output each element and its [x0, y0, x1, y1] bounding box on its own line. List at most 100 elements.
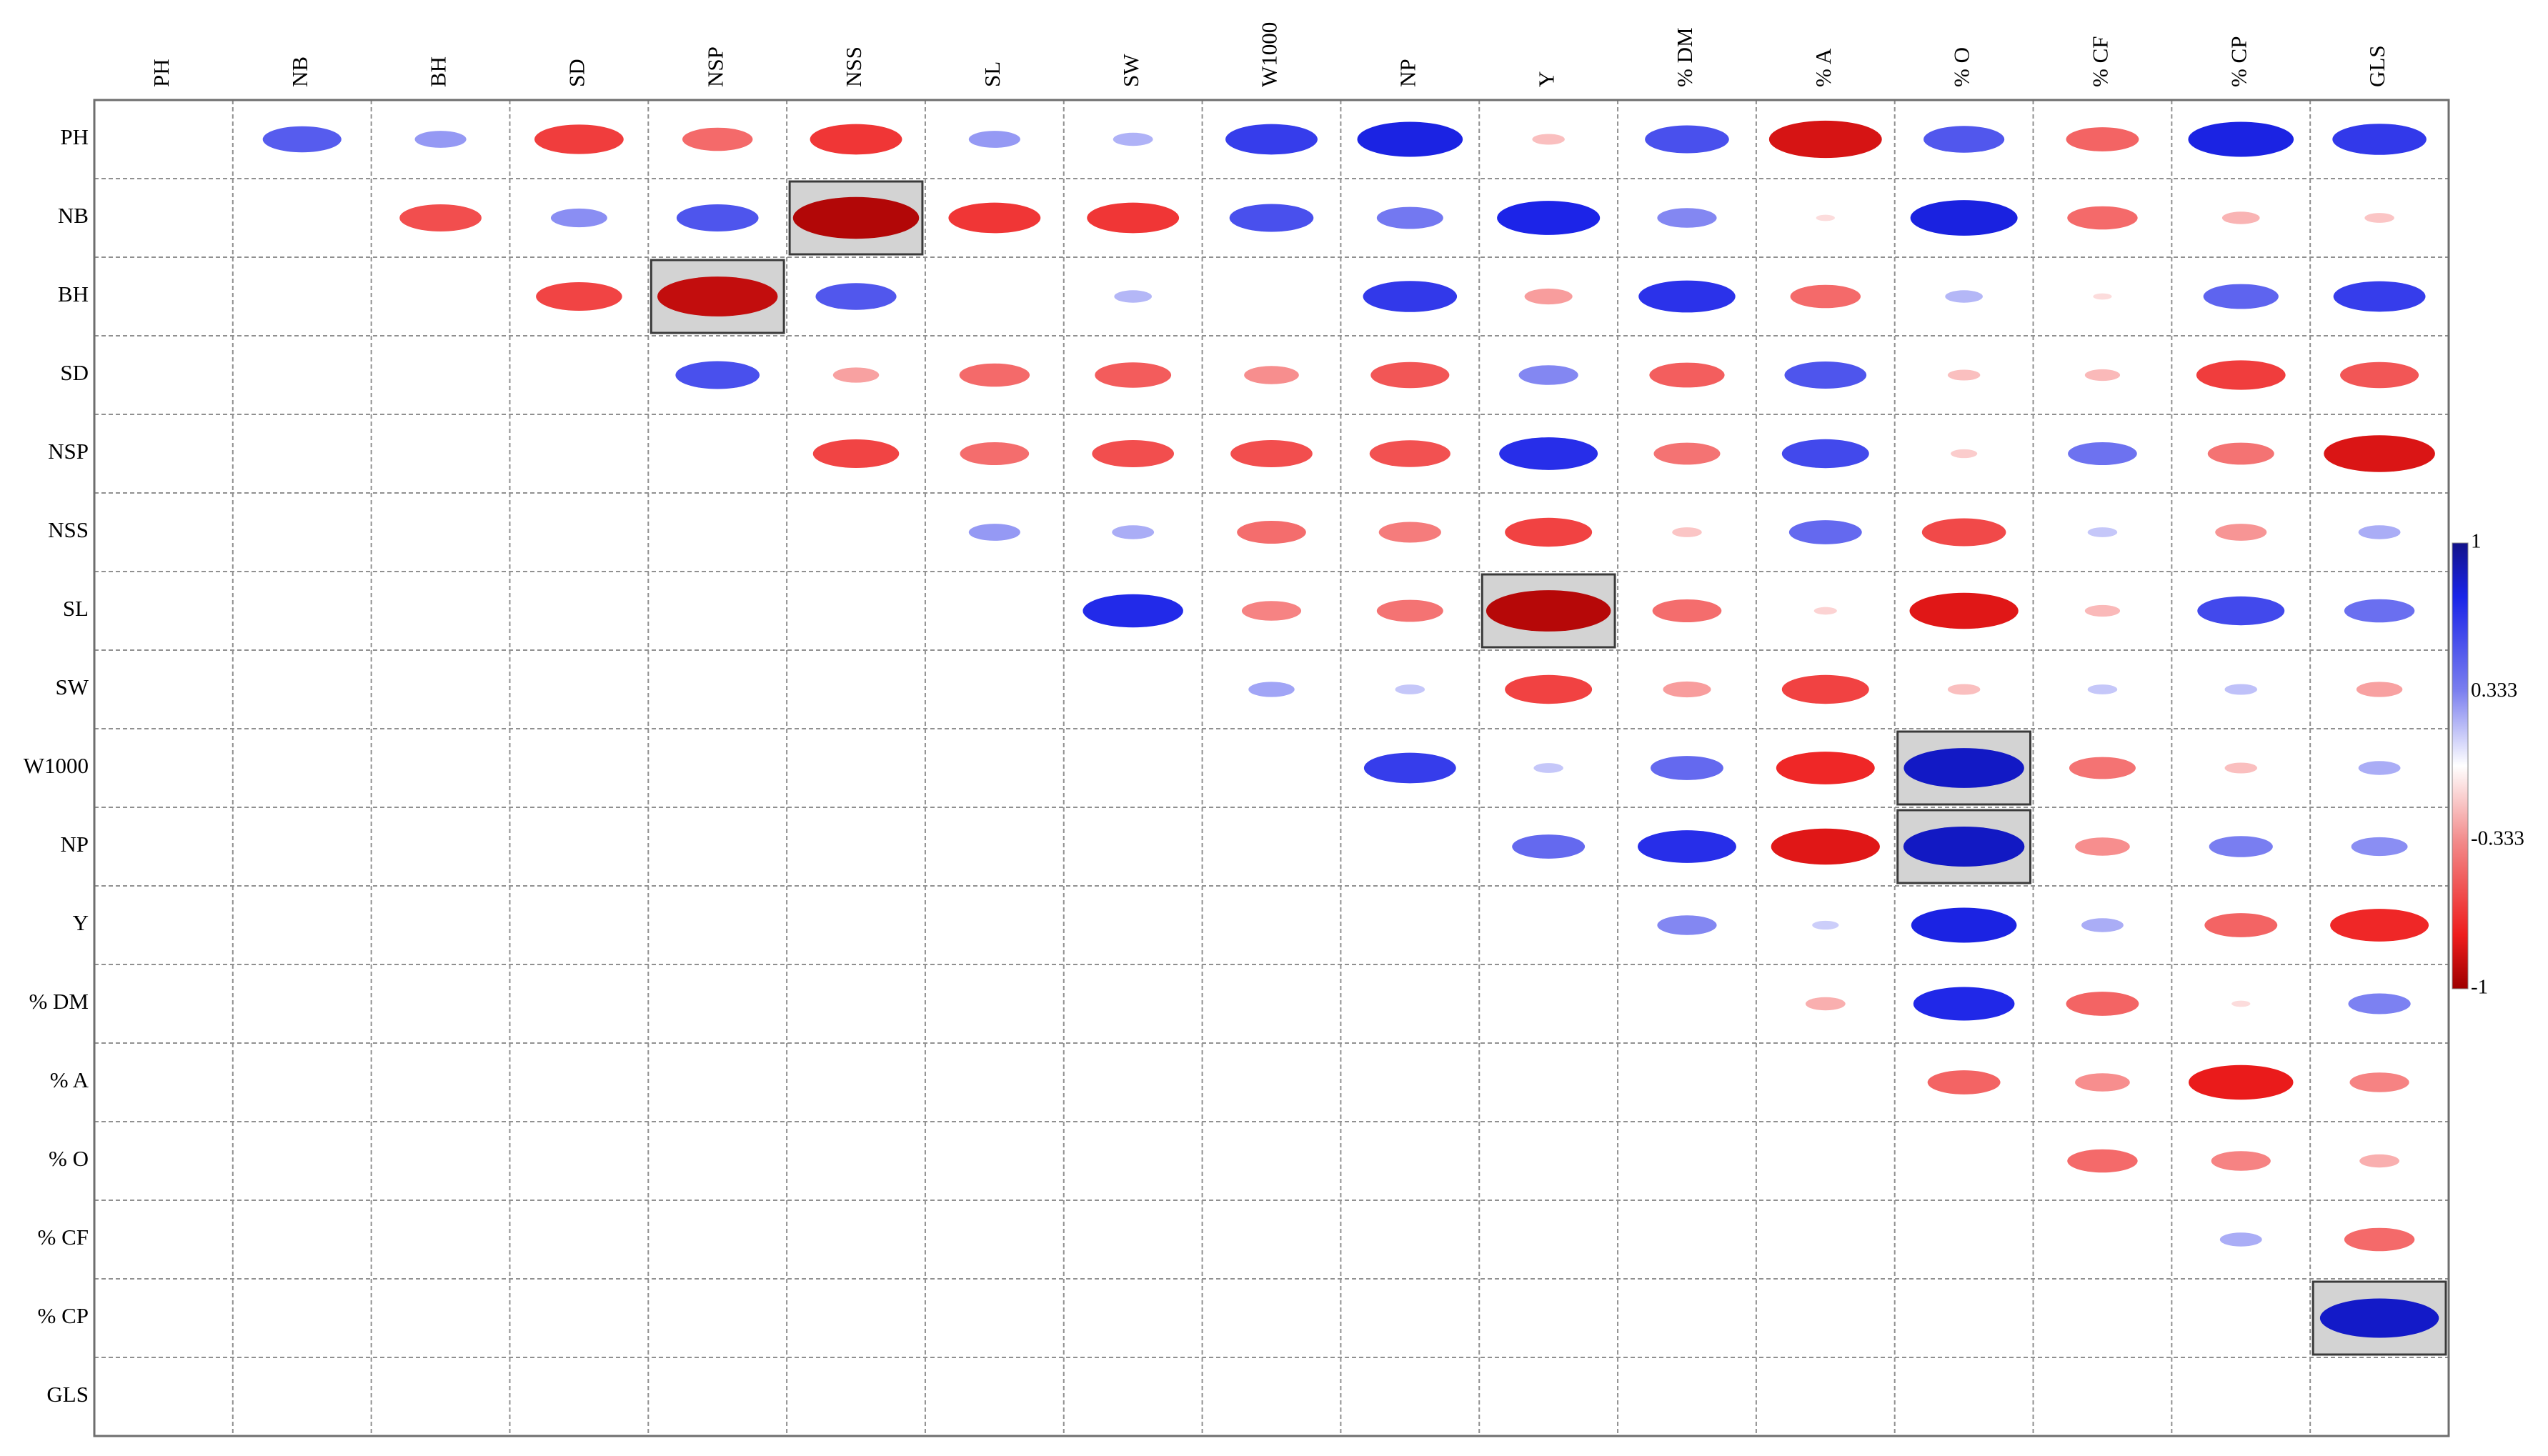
- corr-ellipse-sd-pcta: [1784, 361, 1867, 389]
- corr-ellipse-nb-sd: [550, 208, 607, 228]
- column-label-y: Y: [1533, 71, 1558, 87]
- corr-ellipse-sl-pcta: [1813, 607, 1837, 615]
- corr-ellipse-nsp-gls: [2324, 435, 2435, 472]
- row-label-sd: SD: [60, 360, 89, 385]
- row-label-nb: NB: [58, 203, 89, 228]
- colorbar-tick-label: 1: [2471, 530, 2482, 553]
- corr-ellipse-ph-nsp: [682, 127, 753, 151]
- row-label-ph: PH: [60, 124, 89, 149]
- column-label-pcto: % O: [1949, 47, 1974, 87]
- corr-ellipse-nb-pctdm: [1657, 208, 1717, 228]
- corr-ellipse-nss-np: [1378, 522, 1441, 543]
- corr-ellipse-bh-pcto: [1945, 290, 1983, 303]
- corr-ellipse-ph-w1000: [1225, 124, 1318, 155]
- corr-ellipse-pctcf-pctcp: [2219, 1232, 2262, 1247]
- corr-ellipse-nss-sl: [968, 524, 1020, 541]
- corr-ellipse-w1000-pctdm: [1651, 756, 1723, 780]
- row-label-nss: NSS: [48, 517, 89, 542]
- corr-ellipse-pctdm-pcto: [1913, 987, 2015, 1021]
- corr-ellipse-ph-sw: [1113, 132, 1153, 146]
- corr-ellipse-sd-pctcf: [2084, 369, 2121, 382]
- corr-ellipse-nss-pcta: [1788, 520, 1862, 544]
- corr-ellipse-w1000-y: [1533, 763, 1563, 773]
- corr-ellipse-pcta-pctcf: [2075, 1073, 2130, 1092]
- corr-ellipse-sw-sl: [1083, 594, 1183, 628]
- column-label-nb: NB: [287, 56, 312, 87]
- corr-ellipse-w1000-pcto: [1903, 748, 2024, 788]
- corr-ellipse-ph-gls: [2332, 124, 2427, 155]
- corr-ellipse-bh-nss: [815, 283, 897, 310]
- corr-ellipse-sw-pcta: [1781, 674, 1869, 704]
- row-label-sw: SW: [56, 674, 89, 699]
- corr-ellipse-np-pctcf: [2075, 837, 2130, 856]
- corr-ellipse-nb-y: [1497, 201, 1601, 235]
- corr-ellipse-bh-pctdm: [1638, 280, 1736, 313]
- column-label-pctcp: % CP: [2226, 36, 2251, 88]
- corr-ellipse-nsp-np: [1369, 440, 1450, 467]
- corr-ellipse-y-pcta: [1812, 920, 1839, 930]
- column-label-pcta: % A: [1811, 48, 1836, 87]
- corr-ellipse-w1000-np: [1363, 752, 1456, 784]
- corr-ellipse-nb-pcto: [1910, 200, 2018, 236]
- corr-ellipse-w1000-pctcf: [2069, 757, 2136, 779]
- corr-ellipse-w1000-gls: [2358, 761, 2401, 775]
- corr-ellipse-sw-pctdm: [1663, 681, 1711, 698]
- corr-ellipse-ph-sd: [534, 124, 624, 154]
- row-label-bh: BH: [58, 281, 89, 306]
- corr-ellipse-sw-pctcf: [2087, 684, 2118, 694]
- corr-ellipse-pcta-gls: [2349, 1072, 2409, 1092]
- label-layer: PH PH NB NB BH BH SD SD NSP NSP NSS NSS SL SL SW SW W100…: [24, 22, 2389, 1407]
- corr-ellipse-w1000-pctcp: [2224, 762, 2258, 774]
- corr-ellipse-y-gls: [2330, 909, 2429, 942]
- corr-ellipse-nss-gls: [2358, 525, 2401, 539]
- corr-ellipse-bh-y: [1524, 288, 1573, 305]
- corr-ellipse-sw-gls: [2356, 682, 2403, 697]
- column-label-pctcf: % CF: [2088, 36, 2113, 88]
- row-label-w1000: W1000: [24, 753, 89, 778]
- corr-ellipse-nsp-sw: [1092, 440, 1175, 467]
- corr-ellipse-y-pctcf: [2081, 918, 2124, 932]
- corr-ellipse-ph-pcta: [1768, 120, 1882, 159]
- corr-ellipse-nsp-pctcp: [2207, 442, 2274, 465]
- corr-ellipse-np-y: [1512, 834, 1586, 859]
- colorbar-legend: 1 0.333 -0.333 -1: [2452, 530, 2524, 999]
- row-label-nsp: NSP: [48, 439, 89, 464]
- corr-ellipse-pctdm-pcta: [1805, 997, 1846, 1011]
- corr-ellipse-sl-pctcp: [2197, 596, 2285, 626]
- corr-ellipse-bh-gls: [2333, 281, 2426, 312]
- corr-ellipse-ph-pctdm: [1645, 125, 1729, 154]
- column-label-bh: BH: [426, 56, 451, 87]
- corr-ellipse-sd-pctcp: [2196, 360, 2286, 390]
- corr-ellipse-bh-pctcf: [2093, 293, 2112, 300]
- row-label-gls: GLS: [46, 1382, 89, 1407]
- corr-ellipse-ph-nss: [810, 124, 902, 155]
- corr-ellipse-nss-w1000: [1237, 520, 1306, 544]
- plot-border: [93, 99, 2450, 1437]
- corr-ellipse-sd-sl: [959, 363, 1030, 387]
- ellipse-layer: [262, 120, 2439, 1338]
- corr-ellipse-bh-sw: [1114, 290, 1152, 303]
- row-label-pcta: % A: [50, 1067, 89, 1092]
- corr-ellipse-nss-pctcf: [2087, 527, 2118, 537]
- corr-ellipse-ph-y: [1532, 134, 1565, 145]
- corr-ellipse-sd-nsp: [675, 361, 760, 389]
- corr-ellipse-nb-bh: [399, 204, 482, 231]
- corr-ellipse-sl-pctdm: [1652, 599, 1722, 623]
- corr-ellipse-nss-sw: [1112, 525, 1155, 539]
- colorbar-tick-label: 0.333: [2471, 679, 2517, 702]
- corr-ellipse-pcta-pcto: [1927, 1070, 2001, 1095]
- corr-ellipse-y-pctcp: [2204, 913, 2278, 937]
- corr-ellipse-nsp-nss: [812, 439, 900, 468]
- colorbar-tick-label: -0.333: [2471, 827, 2524, 850]
- corr-ellipse-pctcp-gls: [2319, 1298, 2439, 1338]
- corr-ellipse-nb-sw: [1087, 202, 1180, 234]
- corr-ellipse-np-pcto: [1903, 826, 2025, 867]
- corr-ellipse-sd-np: [1370, 361, 1450, 389]
- corr-ellipse-sl-np: [1376, 599, 1443, 622]
- corr-ellipse-nss-pctdm: [1672, 527, 1702, 537]
- corr-ellipse-bh-pctcp: [2203, 284, 2279, 309]
- corr-ellipse-sd-pctdm: [1649, 362, 1725, 388]
- corr-ellipse-nb-np: [1376, 206, 1443, 229]
